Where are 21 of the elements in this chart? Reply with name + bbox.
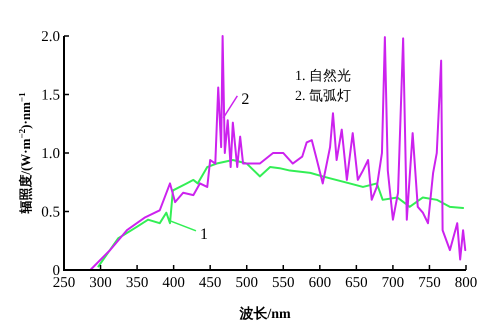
x-tick-label: 800 bbox=[454, 275, 478, 291]
x-tick-label: 650 bbox=[345, 275, 368, 291]
x-tick-label: 700 bbox=[382, 275, 404, 291]
annotation: 2. 氙弧灯 bbox=[295, 88, 351, 104]
x-tick-label: 750 bbox=[418, 275, 441, 291]
y-tick-label: 0.5 bbox=[41, 204, 60, 220]
x-tick-label: 500 bbox=[235, 275, 258, 291]
y-tick-label: 2.0 bbox=[41, 29, 60, 45]
x-axis-title: 波长/nm bbox=[238, 306, 292, 322]
annotation: 1. 自然光 bbox=[295, 68, 351, 84]
x-tick-label: 350 bbox=[126, 275, 148, 291]
x-tick-label: 450 bbox=[198, 275, 222, 291]
annotation: 2 bbox=[241, 90, 250, 108]
annotation: 1 bbox=[200, 226, 208, 243]
y-tick-label: 1.5 bbox=[41, 88, 60, 104]
x-tick-label: 550 bbox=[272, 275, 295, 291]
x-tick-label: 600 bbox=[308, 275, 332, 291]
x-tick-label: 300 bbox=[89, 275, 112, 291]
x-tick-label: 400 bbox=[162, 275, 185, 291]
y-tick-label: 1.0 bbox=[41, 146, 60, 162]
x-tick-label: 250 bbox=[52, 275, 76, 291]
